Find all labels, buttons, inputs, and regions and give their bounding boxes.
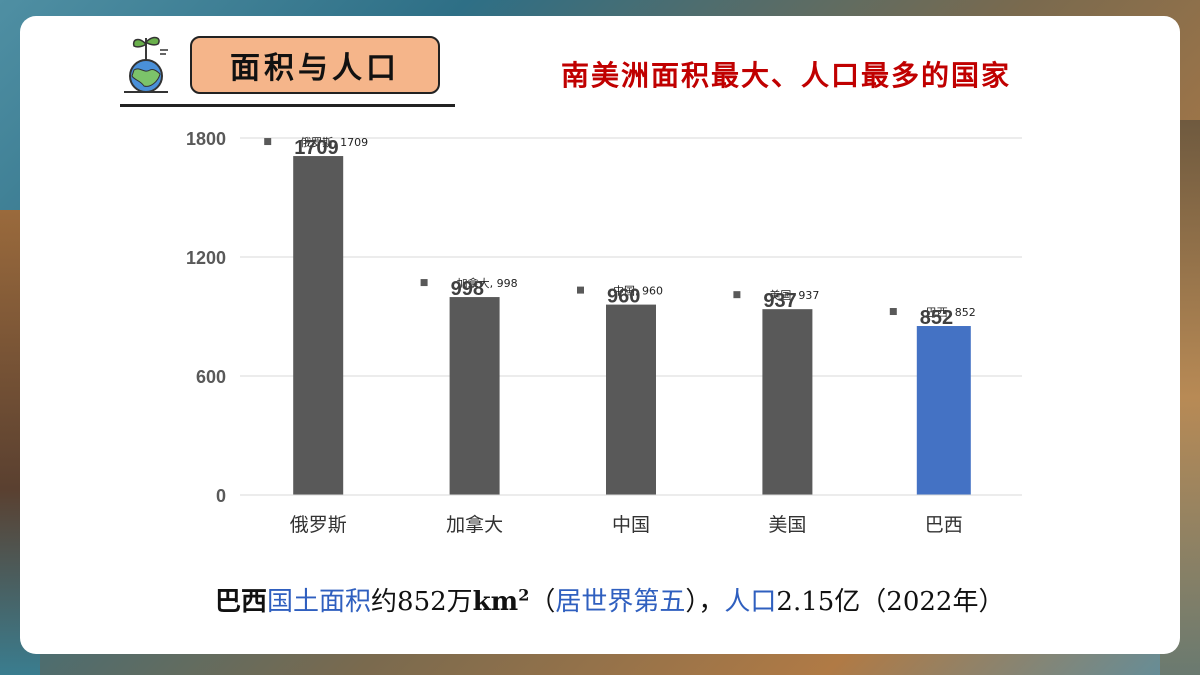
caption-paren-open: （: [529, 587, 556, 617]
x-tick-label: 美国: [768, 514, 806, 536]
legend-marker: [420, 279, 428, 287]
bar: [762, 309, 813, 495]
caption-unit-exponent: 2: [518, 585, 530, 605]
title-underline: [120, 104, 455, 107]
caption-population-value: 2.15亿（2022年）: [776, 587, 1005, 617]
data-label: 852: [920, 307, 953, 329]
caption-rank: 居世界第五: [555, 587, 686, 617]
legend-label: 中国, 960: [613, 285, 663, 298]
caption-area-value: 约852万: [371, 587, 473, 617]
data-label: 960: [607, 286, 640, 308]
data-label: 998: [451, 278, 484, 300]
y-tick-label: 1200: [186, 248, 226, 268]
y-tick-label: 600: [196, 367, 226, 387]
caption-unit: km: [472, 587, 519, 617]
legend-marker: [733, 291, 741, 299]
legend-label: 加拿大, 998: [457, 276, 518, 290]
bar: [606, 304, 656, 495]
caption: 巴西国土面积约852万km2（居世界第五），人口2.15亿（2022年）: [215, 581, 1004, 618]
legend-marker: [889, 308, 897, 316]
x-tick-label: 巴西: [925, 514, 963, 536]
legend-label: 俄罗斯, 1709: [300, 136, 368, 149]
legend-marker: [577, 286, 584, 294]
legend-label: 巴西, 852: [926, 306, 976, 319]
caption-area-label: 国土面积: [267, 587, 372, 617]
x-tick-label: 中国: [612, 514, 650, 536]
x-tick-label: 俄罗斯: [290, 514, 347, 536]
caption-paren-close: ），: [685, 587, 725, 617]
caption-population-label: 人口: [724, 587, 777, 617]
bar: [293, 156, 344, 495]
slide-subtitle: 南美洲面积最大、人口最多的国家: [561, 59, 1012, 92]
caption-country: 巴西: [215, 587, 268, 617]
legend-marker: [264, 138, 272, 146]
bar: [916, 326, 971, 495]
data-label: 937: [763, 290, 796, 312]
y-tick-label: 1800: [186, 129, 226, 149]
section-title: 面积与人口: [190, 36, 440, 94]
x-tick-label: 加拿大: [446, 513, 503, 536]
legend-label: 美国, 937: [769, 289, 819, 302]
globe-sprout-icon: [124, 36, 168, 93]
data-label: 1709: [294, 137, 339, 159]
slide-card: 面积与人口 南美洲面积最大、人口最多的国家 0 600 1200 1800 俄罗斯, 1…: [20, 16, 1180, 654]
y-tick-label: 0: [216, 486, 226, 506]
bar: [449, 297, 500, 495]
